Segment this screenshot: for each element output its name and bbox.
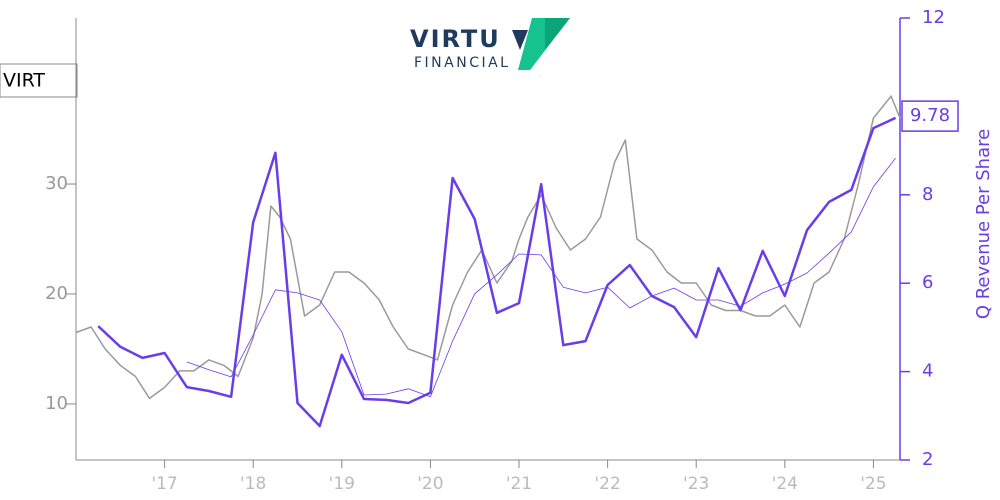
x-tick-label: '23: [683, 474, 709, 494]
y2-tick-label: 6: [922, 272, 933, 293]
x-tick-label: '25: [860, 474, 886, 494]
x-tick-label: '18: [240, 474, 266, 494]
logo-mark: [545, 18, 570, 50]
last-value-box: [901, 100, 959, 132]
y2-tick-label: 8: [922, 184, 933, 205]
x-tick-label: '21: [506, 474, 532, 494]
series-line: [97, 116, 897, 428]
y2-tick-label: 4: [922, 361, 933, 382]
y-tick-label: 10: [45, 393, 68, 414]
y-tick-label: 20: [45, 283, 68, 304]
x-tick-label: '19: [329, 474, 355, 494]
y-tick-label: 30: [45, 173, 68, 194]
last-value-label: 9.78: [910, 105, 950, 126]
x-tick-label: '20: [417, 474, 443, 494]
logo-subtitle: FINANCIAL: [414, 55, 511, 71]
ticker-label: VIRT: [3, 70, 45, 92]
x-tick-label: '24: [772, 474, 798, 494]
ticker-box: [0, 63, 78, 98]
y2-tick-label: 12: [922, 7, 945, 28]
y2-tick-label: 2: [922, 449, 933, 470]
logo-name: VIRTU: [410, 25, 501, 53]
logo-mark: [512, 30, 528, 50]
series-line: [75, 95, 901, 400]
series-line: [186, 157, 896, 398]
x-tick-label: '17: [151, 474, 177, 494]
x-tick-label: '22: [594, 474, 620, 494]
y2-axis-label: Q Revenue Per Share: [973, 129, 994, 319]
